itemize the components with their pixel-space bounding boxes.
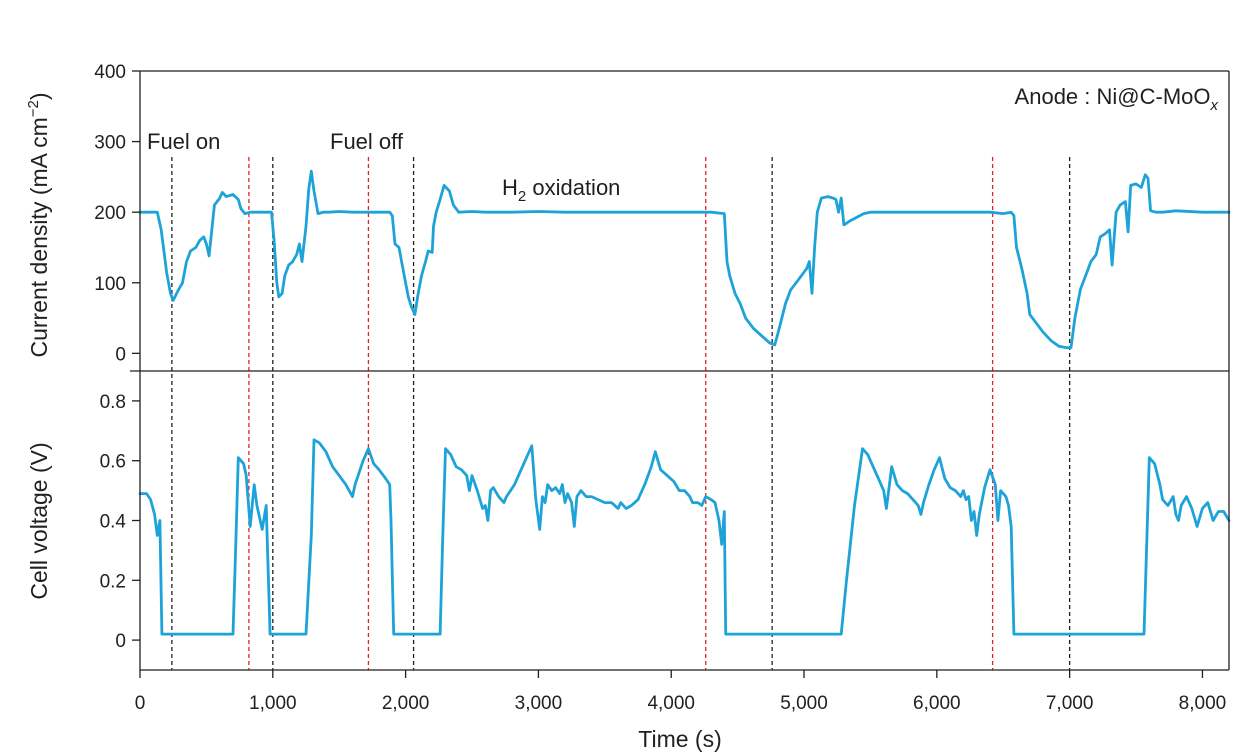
x-tick-label: 0 bbox=[135, 693, 146, 714]
anode-annotation: Anode : Ni@C-MoOx bbox=[1015, 84, 1219, 114]
top-y-tick-label: 0 bbox=[115, 344, 126, 365]
top-y-tick-label: 400 bbox=[94, 62, 126, 83]
cell-voltage-series-line bbox=[138, 438, 1231, 636]
top-ylabel-tail: ) bbox=[26, 92, 52, 100]
bottom-y-tick-label: 0.2 bbox=[100, 571, 126, 592]
top-y-axis-title: Current density (mA cm−2) bbox=[25, 92, 52, 357]
anode-subscript: x bbox=[1210, 97, 1219, 114]
tick-label-layer: 0 100 200 300 400 0 0.2 0.4 0.6 0.8 0 1,000 2,000 3,0… bbox=[94, 62, 1226, 714]
bottom-y-tick-label: 0.4 bbox=[100, 512, 127, 533]
top-ylabel-superscript: −2 bbox=[25, 100, 42, 117]
x-tick-label: 7,000 bbox=[1046, 693, 1094, 714]
h2-tail: oxidation bbox=[526, 175, 620, 200]
top-y-tick-label: 100 bbox=[94, 274, 126, 295]
bottom-y-tick-label: 0.8 bbox=[100, 392, 126, 413]
x-tick-label: 8,000 bbox=[1179, 693, 1227, 714]
top-y-tick-label: 200 bbox=[94, 203, 126, 224]
bottom-y-axis-title: Cell voltage (V) bbox=[26, 442, 52, 599]
fuel-on-annotation: Fuel on bbox=[147, 129, 220, 154]
x-tick-label: 5,000 bbox=[780, 693, 828, 714]
x-tick-label: 1,000 bbox=[249, 693, 297, 714]
x-tick-label: 2,000 bbox=[382, 693, 430, 714]
x-tick-label: 6,000 bbox=[913, 693, 961, 714]
bottom-y-tick-label: 0.6 bbox=[100, 452, 126, 473]
x-tick-label: 4,000 bbox=[647, 693, 695, 714]
h2-subscript: 2 bbox=[518, 188, 526, 205]
axis-layer bbox=[130, 70, 1230, 678]
x-tick-label: 3,000 bbox=[515, 693, 563, 714]
vertical-marker-layer bbox=[171, 157, 1071, 670]
fuel-off-annotation: Fuel off bbox=[330, 129, 404, 154]
h2-oxidation-annotation: H2 oxidation bbox=[502, 175, 620, 205]
top-y-tick-label: 300 bbox=[94, 133, 126, 154]
h2-main: H bbox=[502, 175, 518, 200]
x-axis-title: Time (s) bbox=[638, 726, 721, 752]
current-density-series-line bbox=[138, 169, 1231, 350]
series-layer bbox=[138, 169, 1231, 636]
bottom-y-tick-label: 0 bbox=[115, 631, 126, 652]
anode-main: Anode : Ni@C-MoO bbox=[1015, 84, 1211, 109]
top-ylabel-main: Current density (mA cm bbox=[26, 117, 52, 357]
